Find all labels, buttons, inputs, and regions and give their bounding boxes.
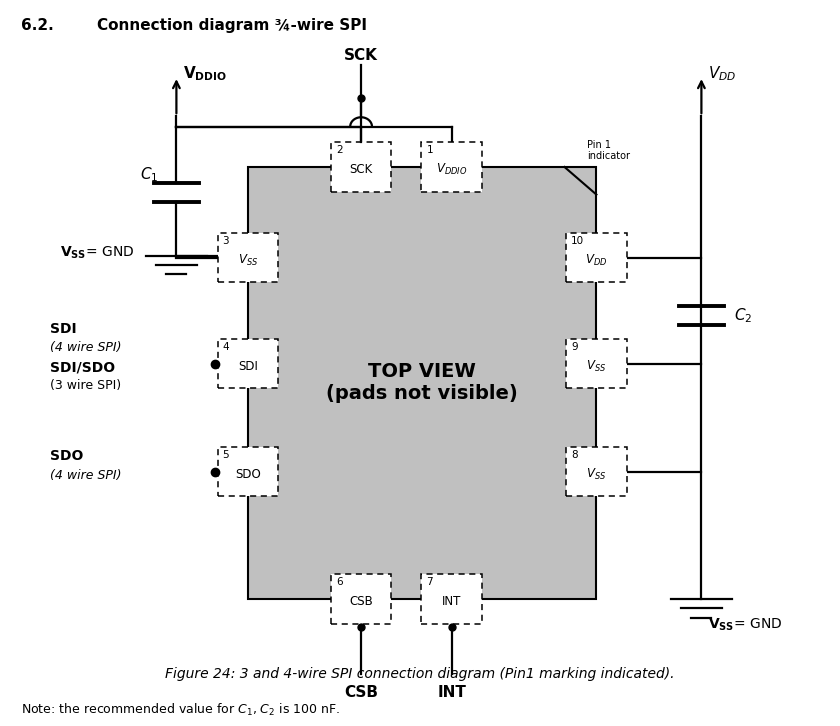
Text: 1: 1 [427,145,433,155]
Text: 5: 5 [223,449,229,460]
Text: INT: INT [438,685,466,701]
Text: $\mathbf{V_{SS}}$= GND: $\mathbf{V_{SS}}$= GND [708,616,782,632]
FancyBboxPatch shape [566,339,627,388]
Text: Connection diagram ¾-wire SPI: Connection diagram ¾-wire SPI [97,18,366,33]
FancyBboxPatch shape [566,233,627,282]
Text: 2: 2 [336,145,343,155]
Text: SCK: SCK [344,48,378,63]
Text: CSB: CSB [349,595,373,608]
Text: $V_{DD}$: $V_{DD}$ [708,65,737,83]
Text: Pin 1
indicator: Pin 1 indicator [587,139,630,161]
Text: 6: 6 [336,577,343,587]
Text: SCK: SCK [349,163,373,176]
Text: $V_{DD}$: $V_{DD}$ [585,253,607,268]
Text: Figure 24: 3 and 4-wire SPI connection diagram (Pin1 marking indicated).: Figure 24: 3 and 4-wire SPI connection d… [165,666,675,681]
Text: SDI: SDI [50,322,77,335]
Text: 8: 8 [571,449,578,460]
Text: SDI: SDI [238,360,258,373]
FancyBboxPatch shape [422,142,482,192]
Text: $\mathbf{V_{SS}}$= GND: $\mathbf{V_{SS}}$= GND [60,245,134,261]
FancyBboxPatch shape [331,142,391,192]
Text: $V_{SS}$: $V_{SS}$ [586,359,606,374]
Text: 10: 10 [571,236,585,246]
FancyBboxPatch shape [331,574,391,624]
Bar [248,167,596,599]
Text: $C_2$: $C_2$ [734,306,753,325]
Text: 6.2.: 6.2. [21,18,54,33]
Text: $C_1$: $C_1$ [139,165,158,184]
Text: Note: the recommended value for $C_1$, $C_2$ is 100 nF.: Note: the recommended value for $C_1$, $… [21,702,340,718]
FancyBboxPatch shape [218,446,278,496]
Text: $\mathbf{V_{DDIO}}$: $\mathbf{V_{DDIO}}$ [183,65,228,83]
Text: $V_{SS}$: $V_{SS}$ [586,467,606,482]
Text: 3: 3 [223,236,229,246]
FancyBboxPatch shape [218,233,278,282]
Text: SDO: SDO [235,468,260,481]
Text: (4 wire SPI): (4 wire SPI) [50,341,122,354]
FancyBboxPatch shape [566,446,627,496]
FancyBboxPatch shape [218,339,278,388]
Text: SDO: SDO [50,449,84,462]
Text: INT: INT [442,595,461,608]
FancyBboxPatch shape [422,574,482,624]
Text: 9: 9 [571,342,578,351]
Text: (4 wire SPI): (4 wire SPI) [50,469,122,481]
Text: $V_{SS}$: $V_{SS}$ [238,253,258,268]
Text: 4: 4 [223,342,229,351]
Text: 7: 7 [427,577,433,587]
Text: CSB: CSB [344,685,378,701]
Text: (3 wire SPI): (3 wire SPI) [50,379,122,392]
Text: $V_{DDIO}$: $V_{DDIO}$ [436,163,467,177]
Text: TOP VIEW
(pads not visible): TOP VIEW (pads not visible) [326,362,518,404]
Text: SDI/SDO: SDI/SDO [50,360,116,374]
